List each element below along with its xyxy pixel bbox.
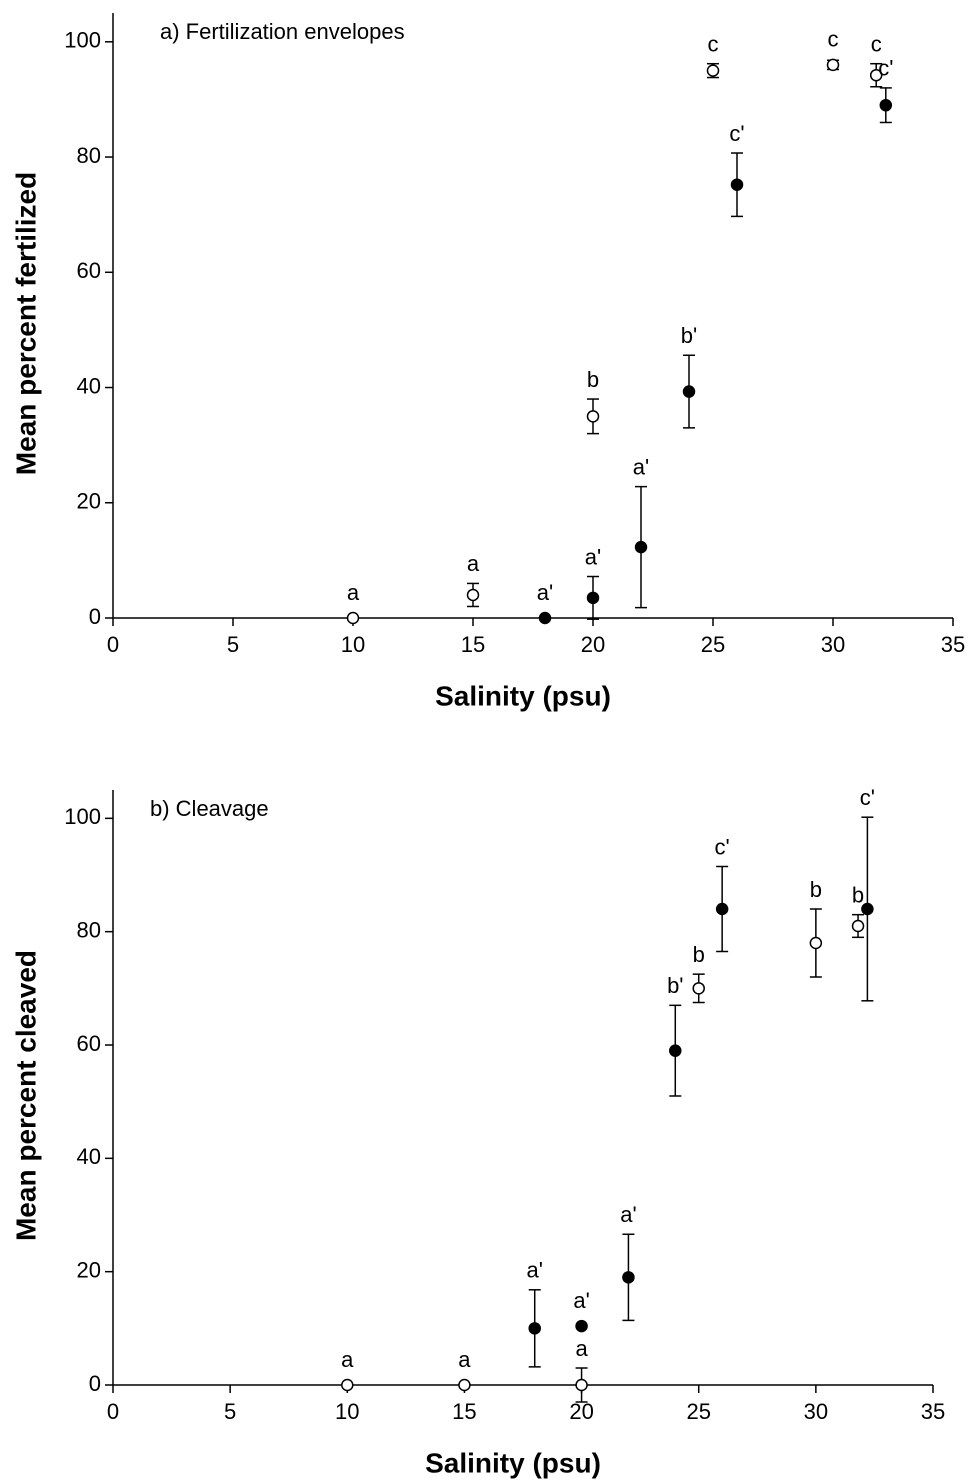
y-tick-label: 100 xyxy=(64,804,101,829)
data-label: c' xyxy=(729,121,744,146)
y-tick-label: 80 xyxy=(77,143,101,168)
y-tick-label: 60 xyxy=(77,1031,101,1056)
y-tick-label: 20 xyxy=(77,489,101,514)
point xyxy=(715,902,729,916)
data-label: a xyxy=(347,580,360,605)
data-label: b' xyxy=(681,323,697,348)
point xyxy=(692,982,705,995)
x-tick-label: 35 xyxy=(921,1399,945,1424)
point xyxy=(575,1378,588,1392)
x-tick-label: 15 xyxy=(452,1399,476,1424)
point xyxy=(528,1322,541,1335)
point xyxy=(538,611,552,625)
data-label: c' xyxy=(860,785,875,810)
data-label: c xyxy=(828,27,839,52)
x-tick-label: 0 xyxy=(107,632,119,657)
point xyxy=(458,1378,471,1392)
data-label: a' xyxy=(526,1258,542,1283)
point xyxy=(861,902,874,916)
x-tick-label: 0 xyxy=(107,1399,119,1424)
x-tick-label: 30 xyxy=(821,632,845,657)
y-tick-label: 60 xyxy=(77,258,101,283)
data-label: b xyxy=(852,882,864,907)
data-label: a xyxy=(575,1336,588,1361)
y-tick-label: 40 xyxy=(77,373,101,398)
point xyxy=(826,58,840,72)
point xyxy=(879,98,893,112)
point xyxy=(346,611,360,625)
data-label: a' xyxy=(573,1288,589,1313)
data-label: c xyxy=(871,32,882,57)
data-label: a xyxy=(467,551,480,576)
x-tick-label: 15 xyxy=(461,632,485,657)
x-axis-title: Salinity (psu) xyxy=(425,1447,601,1478)
data-label: c' xyxy=(878,56,893,81)
x-tick-label: 30 xyxy=(804,1399,828,1424)
x-tick-label: 5 xyxy=(224,1399,236,1424)
data-label: b xyxy=(693,942,705,967)
data-label: a' xyxy=(585,544,601,569)
panel: 0 5 10 15 20 25 30 35 0 20 40 60 80 100 Salinity (psu)… xyxy=(10,13,965,711)
panel: 0 5 10 15 20 25 30 35 0 20 40 60 80 100 Salinity (psu)… xyxy=(10,785,945,1478)
point xyxy=(586,591,600,605)
data-label: a' xyxy=(537,580,553,605)
point xyxy=(634,540,648,554)
y-tick-label: 0 xyxy=(89,1371,101,1396)
point xyxy=(466,588,480,602)
y-tick-label: 20 xyxy=(77,1257,101,1282)
data-label: c' xyxy=(715,834,730,859)
x-tick-label: 25 xyxy=(701,632,725,657)
data-label: b' xyxy=(667,973,683,998)
x-tick-label: 35 xyxy=(941,632,965,657)
data-label: a' xyxy=(633,454,649,479)
point xyxy=(682,385,696,398)
point xyxy=(575,1319,588,1333)
point xyxy=(341,1378,354,1392)
x-axis-title: Salinity (psu) xyxy=(435,680,611,711)
data-label: b xyxy=(810,877,822,902)
data-label: b xyxy=(587,367,599,392)
y-tick-label: 80 xyxy=(77,917,101,942)
x-tick-label: 5 xyxy=(227,632,239,657)
point xyxy=(809,936,823,950)
point xyxy=(851,919,865,933)
x-tick-label: 20 xyxy=(581,632,605,657)
point xyxy=(586,410,600,423)
panel-title: b) Cleavage xyxy=(150,796,269,821)
x-tick-label: 10 xyxy=(335,1399,359,1424)
data-label: a xyxy=(458,1347,471,1372)
y-tick-label: 0 xyxy=(89,604,101,629)
y-tick-label: 100 xyxy=(64,28,101,53)
point xyxy=(622,1271,635,1284)
y-axis-title: Mean percent fertilized xyxy=(10,172,41,475)
data-label: c xyxy=(708,32,719,57)
point xyxy=(869,68,883,82)
data-label: a xyxy=(341,1347,354,1372)
x-tick-label: 25 xyxy=(686,1399,710,1424)
x-tick-label: 20 xyxy=(569,1399,593,1424)
point xyxy=(730,178,744,191)
y-tick-label: 40 xyxy=(77,1144,101,1169)
point xyxy=(706,64,720,77)
point xyxy=(669,1044,682,1057)
y-axis-title: Mean percent cleaved xyxy=(10,950,41,1241)
x-tick-label: 10 xyxy=(341,632,365,657)
data-label: a' xyxy=(620,1202,636,1227)
panel-title: a) Fertilization envelopes xyxy=(160,19,405,44)
